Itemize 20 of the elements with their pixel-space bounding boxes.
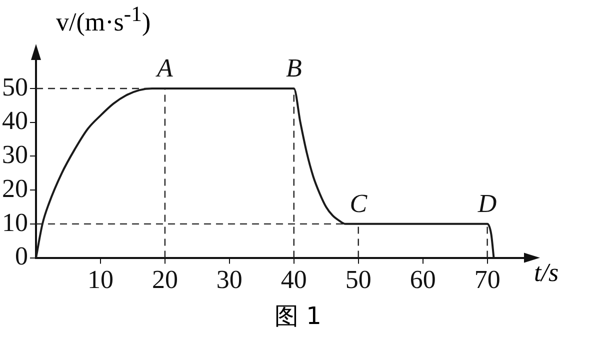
x-axis-title: t/s — [534, 258, 559, 288]
caption: 图 1 — [274, 301, 322, 332]
x-tick-label: 40 — [280, 265, 307, 294]
x-tick-label: 50 — [345, 265, 372, 294]
y-tick-label: 20 — [2, 174, 28, 203]
y-tick-label: 50 — [2, 72, 28, 102]
annotation: D — [476, 188, 497, 218]
annotation: B — [286, 53, 302, 82]
y-tick-label: 30 — [2, 140, 28, 170]
y-tick-label: 10 — [2, 208, 28, 237]
x-tick-label: 60 — [410, 265, 436, 294]
y-axis-title: v/(m·s$^{-1}$) — [56, 2, 151, 38]
y-tick-label: 40 — [2, 106, 28, 136]
y-tick-label: 0 — [15, 242, 28, 271]
x-tick-label: 70 — [474, 265, 500, 294]
annotation: A — [155, 53, 173, 82]
x-tick-label: 30 — [216, 265, 242, 294]
x-tick-label: 20 — [152, 265, 178, 294]
annotation: C — [350, 188, 368, 218]
x-tick-label: 10 — [87, 265, 114, 294]
